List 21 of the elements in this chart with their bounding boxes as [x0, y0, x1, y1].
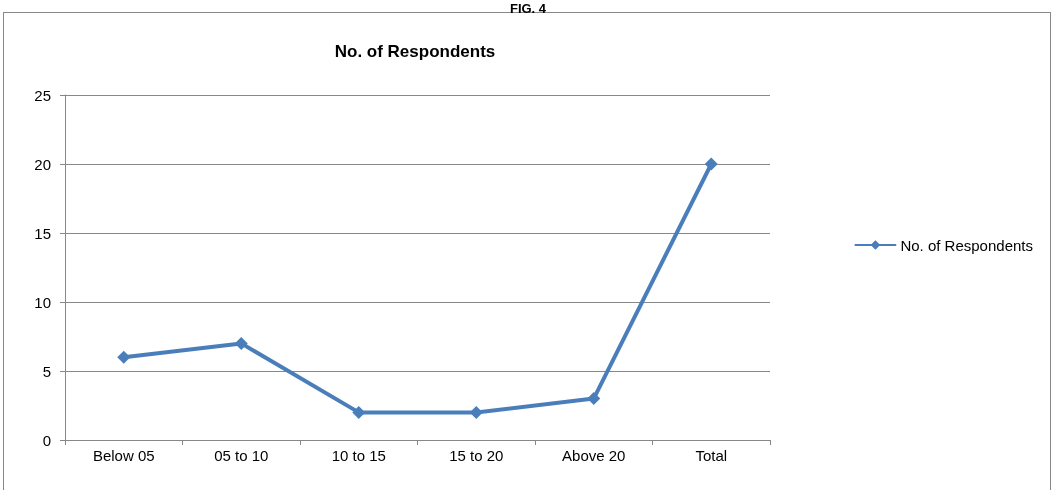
point — [469, 405, 483, 419]
y-tick-label: 5 — [42, 362, 51, 380]
chart-title: No. of Respondents — [334, 42, 496, 61]
point — [704, 157, 718, 171]
y-tick-label: 15 — [34, 224, 51, 242]
y-tick-label: 25 — [34, 86, 51, 104]
point — [117, 350, 131, 364]
x-tick-label: 15 to 20 — [449, 447, 504, 464]
point — [352, 405, 366, 419]
x-tick-label: 10 to 15 — [331, 447, 386, 464]
x-tick-label: Total — [695, 447, 728, 464]
x-tick-label: Above 20 — [562, 447, 626, 464]
caption: FIG. 4 — [509, 1, 547, 16]
point — [234, 336, 248, 350]
y-tick-label: 0 — [42, 431, 51, 449]
point — [587, 392, 601, 406]
y-tick-label: 20 — [34, 155, 51, 173]
x-tick-label: 05 to 10 — [214, 447, 269, 464]
x-tick-label: Below 05 — [92, 447, 155, 464]
legend-label: No. of Respondents — [900, 236, 1034, 254]
y-tick-label: 10 — [34, 293, 51, 311]
